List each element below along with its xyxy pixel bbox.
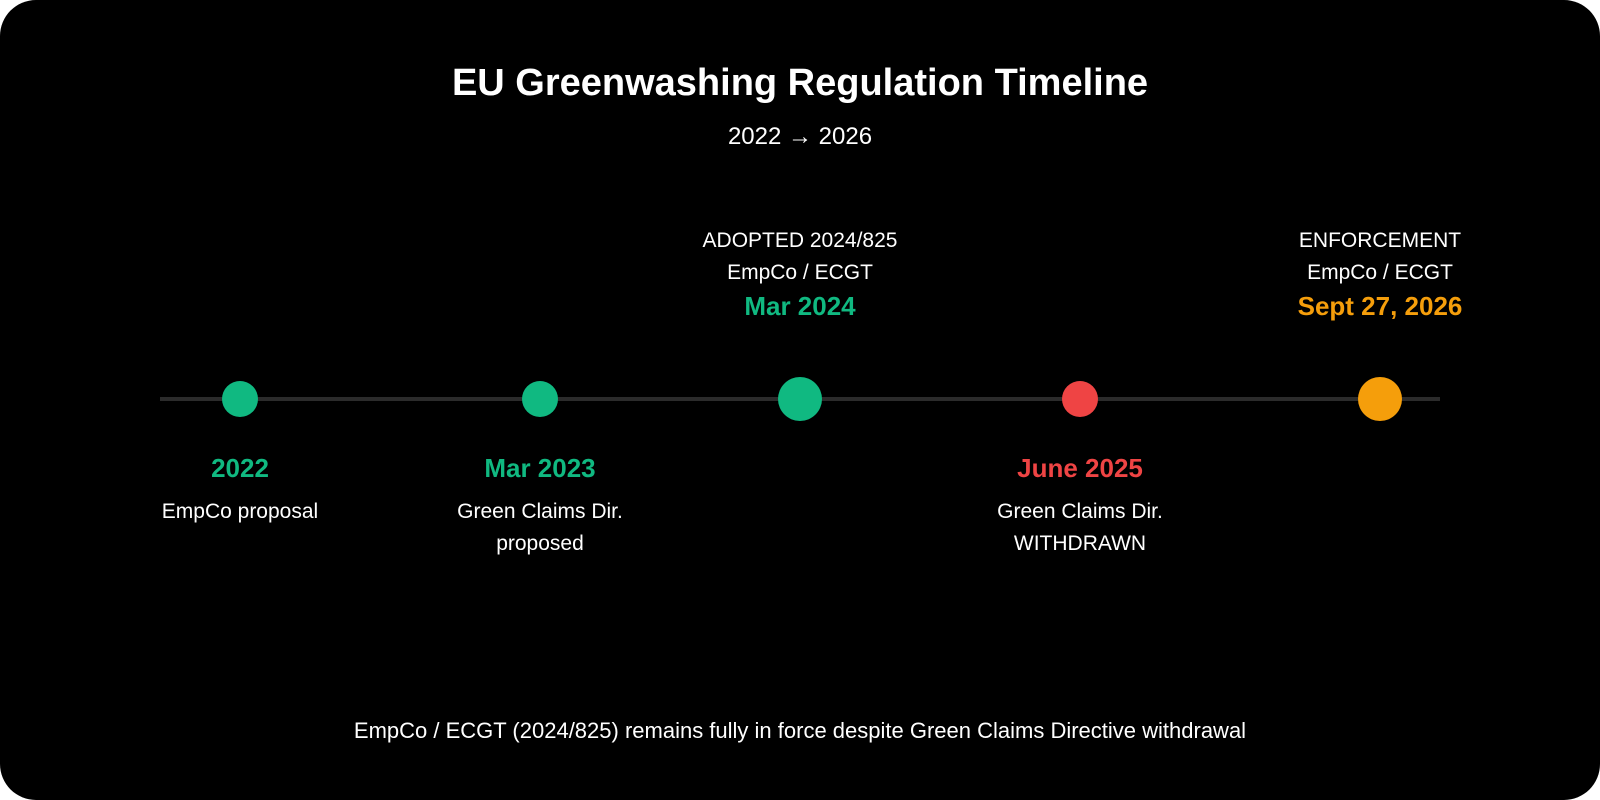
- event-label-mar-2024: ADOPTED 2024/825 EmpCo / ECGT Mar 2024: [640, 225, 960, 322]
- event-marker-sept-2026: [1358, 377, 1402, 421]
- page-title: EU Greenwashing Regulation Timeline: [451, 62, 1149, 104]
- event-date: Mar 2024: [744, 291, 856, 321]
- event-marker-mar-2024: [778, 377, 822, 421]
- event-label-sept-2026: ENFORCEMENT EmpCo / ECGT Sept 27, 2026: [1220, 225, 1540, 322]
- event-description-line-1: Green Claims Dir.: [457, 500, 623, 523]
- event-date: Sept 27, 2026: [1297, 291, 1463, 321]
- event-description-line-1: ADOPTED 2024/825: [702, 229, 898, 252]
- event-label-june-2025: June 2025 Green Claims Dir. WITHDRAWN: [920, 453, 1240, 560]
- event-description: EmpCo proposal: [161, 500, 319, 523]
- event-marker-2022: [222, 381, 258, 417]
- page-subtitle: 2022 → 2026: [727, 123, 873, 150]
- event-date: 2022: [211, 453, 269, 483]
- event-label-2022: 2022 EmpCo proposal: [80, 453, 400, 528]
- event-date: June 2025: [1017, 453, 1143, 483]
- event-description-line-1: ENFORCEMENT: [1298, 229, 1462, 252]
- event-date: Mar 2023: [484, 453, 596, 483]
- event-description-line-2: EmpCo / ECGT: [1307, 261, 1453, 284]
- event-label-mar-2023: Mar 2023 Green Claims Dir. proposed: [380, 453, 700, 560]
- event-description-line-1: Green Claims Dir.: [997, 500, 1163, 523]
- event-marker-mar-2023: [522, 381, 558, 417]
- event-description-line-2: WITHDRAWN: [1013, 532, 1147, 555]
- footer-note: EmpCo / ECGT (2024/825) remains fully in…: [353, 718, 1247, 743]
- event-description-line-2: proposed: [496, 532, 584, 555]
- event-marker-june-2025: [1062, 381, 1098, 417]
- event-description-line-2: EmpCo / ECGT: [727, 261, 873, 284]
